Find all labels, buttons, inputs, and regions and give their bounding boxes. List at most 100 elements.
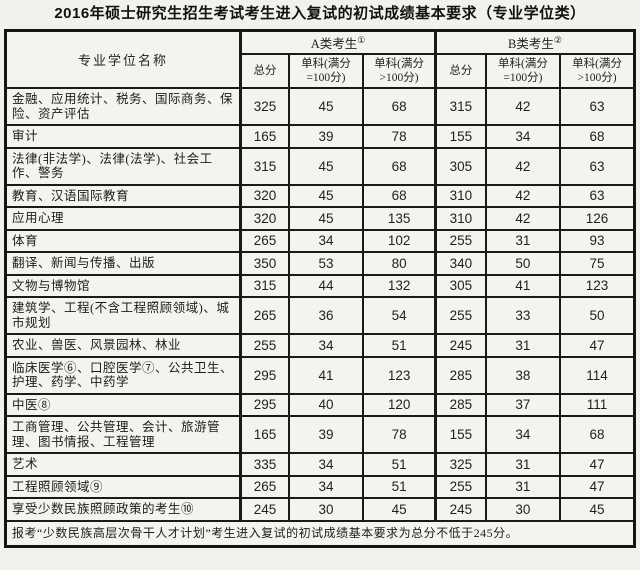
b-single-100-cell: 42 <box>484 206 562 231</box>
page-title: 2016年硕士研究生招生考试考生进入复试的初试成绩基本要求（专业学位类） <box>54 5 586 22</box>
group-a-footnote-mark: ① <box>357 34 366 45</box>
table-row: 教育、汉语国际教育 320 45 68 310 42 63 <box>4 183 636 208</box>
table-row: 临床医学⑥、口腔医学⑦、公共卫生、护理、药学、中药学 295 41 123 285 38 1… <box>4 355 636 395</box>
b-single-over100-cell: 123 <box>559 273 636 298</box>
a-single-over100-cell: 51 <box>362 452 437 477</box>
b-total-cell: 285 <box>433 392 487 417</box>
degree-name-cell: 金融、应用统计、税务、国际商务、保险、资产评估 <box>4 87 242 126</box>
group-b-footnote-mark: ② <box>553 34 562 45</box>
b-single-over100-cell: 47 <box>559 452 636 477</box>
b-single-over100-cell: 68 <box>559 415 636 454</box>
b-single-over100-cell: 126 <box>559 206 636 231</box>
a-single-over100-cell: 68 <box>362 87 437 126</box>
b-single-100-cell: 31 <box>484 474 562 499</box>
degree-name-cell: 艺术 <box>4 452 242 477</box>
b-total-cell: 255 <box>433 296 487 335</box>
degree-name-cell: 临床医学⑥、口腔医学⑦、公共卫生、护理、药学、中药学 <box>4 355 242 395</box>
a-single-over100-cell: 78 <box>362 415 437 454</box>
b-single-100-cell: 38 <box>484 355 562 395</box>
degree-name-cell: 文物与博物馆 <box>4 273 242 298</box>
degree-name-cell: 农业、兽医、风景园林、林业 <box>4 333 242 358</box>
b-single-100-cell: 34 <box>484 124 562 149</box>
degree-name-cell: 翻译、新闻与传播、出版 <box>4 251 242 276</box>
b-single-100-cell: 41 <box>484 273 562 298</box>
b-total-cell: 310 <box>433 206 487 231</box>
degree-name-cell: 工程照顾领域⑨ <box>4 474 242 499</box>
a-single-over100-cell: 51 <box>362 333 437 358</box>
a-total-cell: 295 <box>239 392 290 417</box>
b-single-100-cell: 42 <box>484 87 562 126</box>
table-header: 专业学位名称 A类考生① B类考生② 总分 单科(满分=100分) 单科(满分>… <box>4 29 636 89</box>
table-body: 金融、应用统计、税务、国际商务、保险、资产评估 325 45 68 315 42 63 审计 1… <box>4 87 636 522</box>
col-header-b-single-100: 单科(满分=100分) <box>484 53 562 89</box>
a-single-over100-cell: 102 <box>362 228 437 253</box>
b-total-cell: 310 <box>433 183 487 208</box>
degree-name-cell: 教育、汉语国际教育 <box>4 183 242 208</box>
table-row: 中医⑧ 295 40 120 285 37 111 <box>4 392 636 417</box>
b-single-over100-cell: 47 <box>559 333 636 358</box>
a-total-cell: 265 <box>239 228 290 253</box>
col-header-b-single-over100: 单科(满分>100分) <box>559 53 636 89</box>
b-single-100-cell: 33 <box>484 296 562 335</box>
col-header-degree-name: 专业学位名称 <box>4 29 242 89</box>
a-single-over100-cell: 68 <box>362 146 437 186</box>
b-single-over100-cell: 45 <box>559 497 636 522</box>
b-single-100-cell: 31 <box>484 333 562 358</box>
a-single-over100-cell: 123 <box>362 355 437 395</box>
b-single-over100-cell: 111 <box>559 392 636 417</box>
a-single-over100-cell: 51 <box>362 474 437 499</box>
a-single-100-cell: 30 <box>287 497 365 522</box>
a-total-cell: 335 <box>239 452 290 477</box>
b-single-over100-cell: 63 <box>559 146 636 186</box>
b-total-cell: 305 <box>433 146 487 186</box>
a-single-100-cell: 34 <box>287 333 365 358</box>
sub-header-row: 总分 单科(满分=100分) 单科(满分>100分) 总分 单科(满分=100分… <box>6 53 636 89</box>
a-total-cell: 255 <box>239 333 290 358</box>
degree-name-cell: 中医⑧ <box>4 392 242 417</box>
a-single-over100-cell: 80 <box>362 251 437 276</box>
a-total-cell: 350 <box>239 251 290 276</box>
table-row: 工商管理、公共管理、会计、旅游管理、图书情报、工程管理 165 39 78 155 34 6… <box>4 415 636 454</box>
col-header-a-single-over100: 单科(满分>100分) <box>362 53 437 89</box>
a-total-cell: 295 <box>239 355 290 395</box>
a-total-cell: 245 <box>239 497 290 522</box>
col-header-a-single-100: 单科(满分=100分) <box>287 53 365 89</box>
a-single-100-cell: 53 <box>287 251 365 276</box>
b-single-over100-cell: 68 <box>559 124 636 149</box>
b-single-over100-cell: 75 <box>559 251 636 276</box>
a-total-cell: 315 <box>239 273 290 298</box>
a-single-100-cell: 45 <box>287 183 365 208</box>
degree-name-cell: 法律(非法学)、法律(法学)、社会工作、警务 <box>4 146 242 186</box>
b-total-cell: 325 <box>433 452 487 477</box>
footnote-text: 报考“少数民族高层次骨干人才计划”考生进入复试的初试成绩基本要求为总分不低于24… <box>4 519 636 547</box>
table-row: 享受少数民族照顾政策的考生⑩ 245 30 45 245 30 45 <box>4 497 636 522</box>
a-single-100-cell: 34 <box>287 474 365 499</box>
degree-name-cell: 享受少数民族照顾政策的考生⑩ <box>4 497 242 522</box>
b-single-100-cell: 50 <box>484 251 562 276</box>
table-row: 农业、兽医、风景园林、林业 255 34 51 245 31 47 <box>4 333 636 358</box>
group-a-label: A类考生 <box>310 37 358 51</box>
a-total-cell: 265 <box>239 296 290 335</box>
a-single-100-cell: 39 <box>287 124 365 149</box>
b-single-100-cell: 42 <box>484 146 562 186</box>
b-total-cell: 155 <box>433 124 487 149</box>
degree-name-cell: 应用心理 <box>4 206 242 231</box>
a-single-100-cell: 39 <box>287 415 365 454</box>
col-header-group-a: A类考生① <box>239 29 437 55</box>
table-row: 应用心理 320 45 135 310 42 126 <box>4 206 636 231</box>
a-single-over100-cell: 120 <box>362 392 437 417</box>
group-header-row: 专业学位名称 A类考生① B类考生② <box>4 29 636 89</box>
a-single-100-cell: 40 <box>287 392 365 417</box>
a-single-100-cell: 44 <box>287 273 365 298</box>
table-row: 艺术 335 34 51 325 31 47 <box>4 452 636 477</box>
a-single-100-cell: 41 <box>287 355 365 395</box>
b-single-over100-cell: 47 <box>559 474 636 499</box>
b-total-cell: 255 <box>433 474 487 499</box>
b-total-cell: 285 <box>433 355 487 395</box>
a-total-cell: 165 <box>239 124 290 149</box>
table-row: 体育 265 34 102 255 31 93 <box>4 228 636 253</box>
table-footer: 报考“少数民族高层次骨干人才计划”考生进入复试的初试成绩基本要求为总分不低于24… <box>4 519 636 547</box>
a-single-100-cell: 34 <box>287 228 365 253</box>
b-single-over100-cell: 63 <box>559 87 636 126</box>
table-row: 文物与博物馆 315 44 132 305 41 123 <box>4 273 636 298</box>
